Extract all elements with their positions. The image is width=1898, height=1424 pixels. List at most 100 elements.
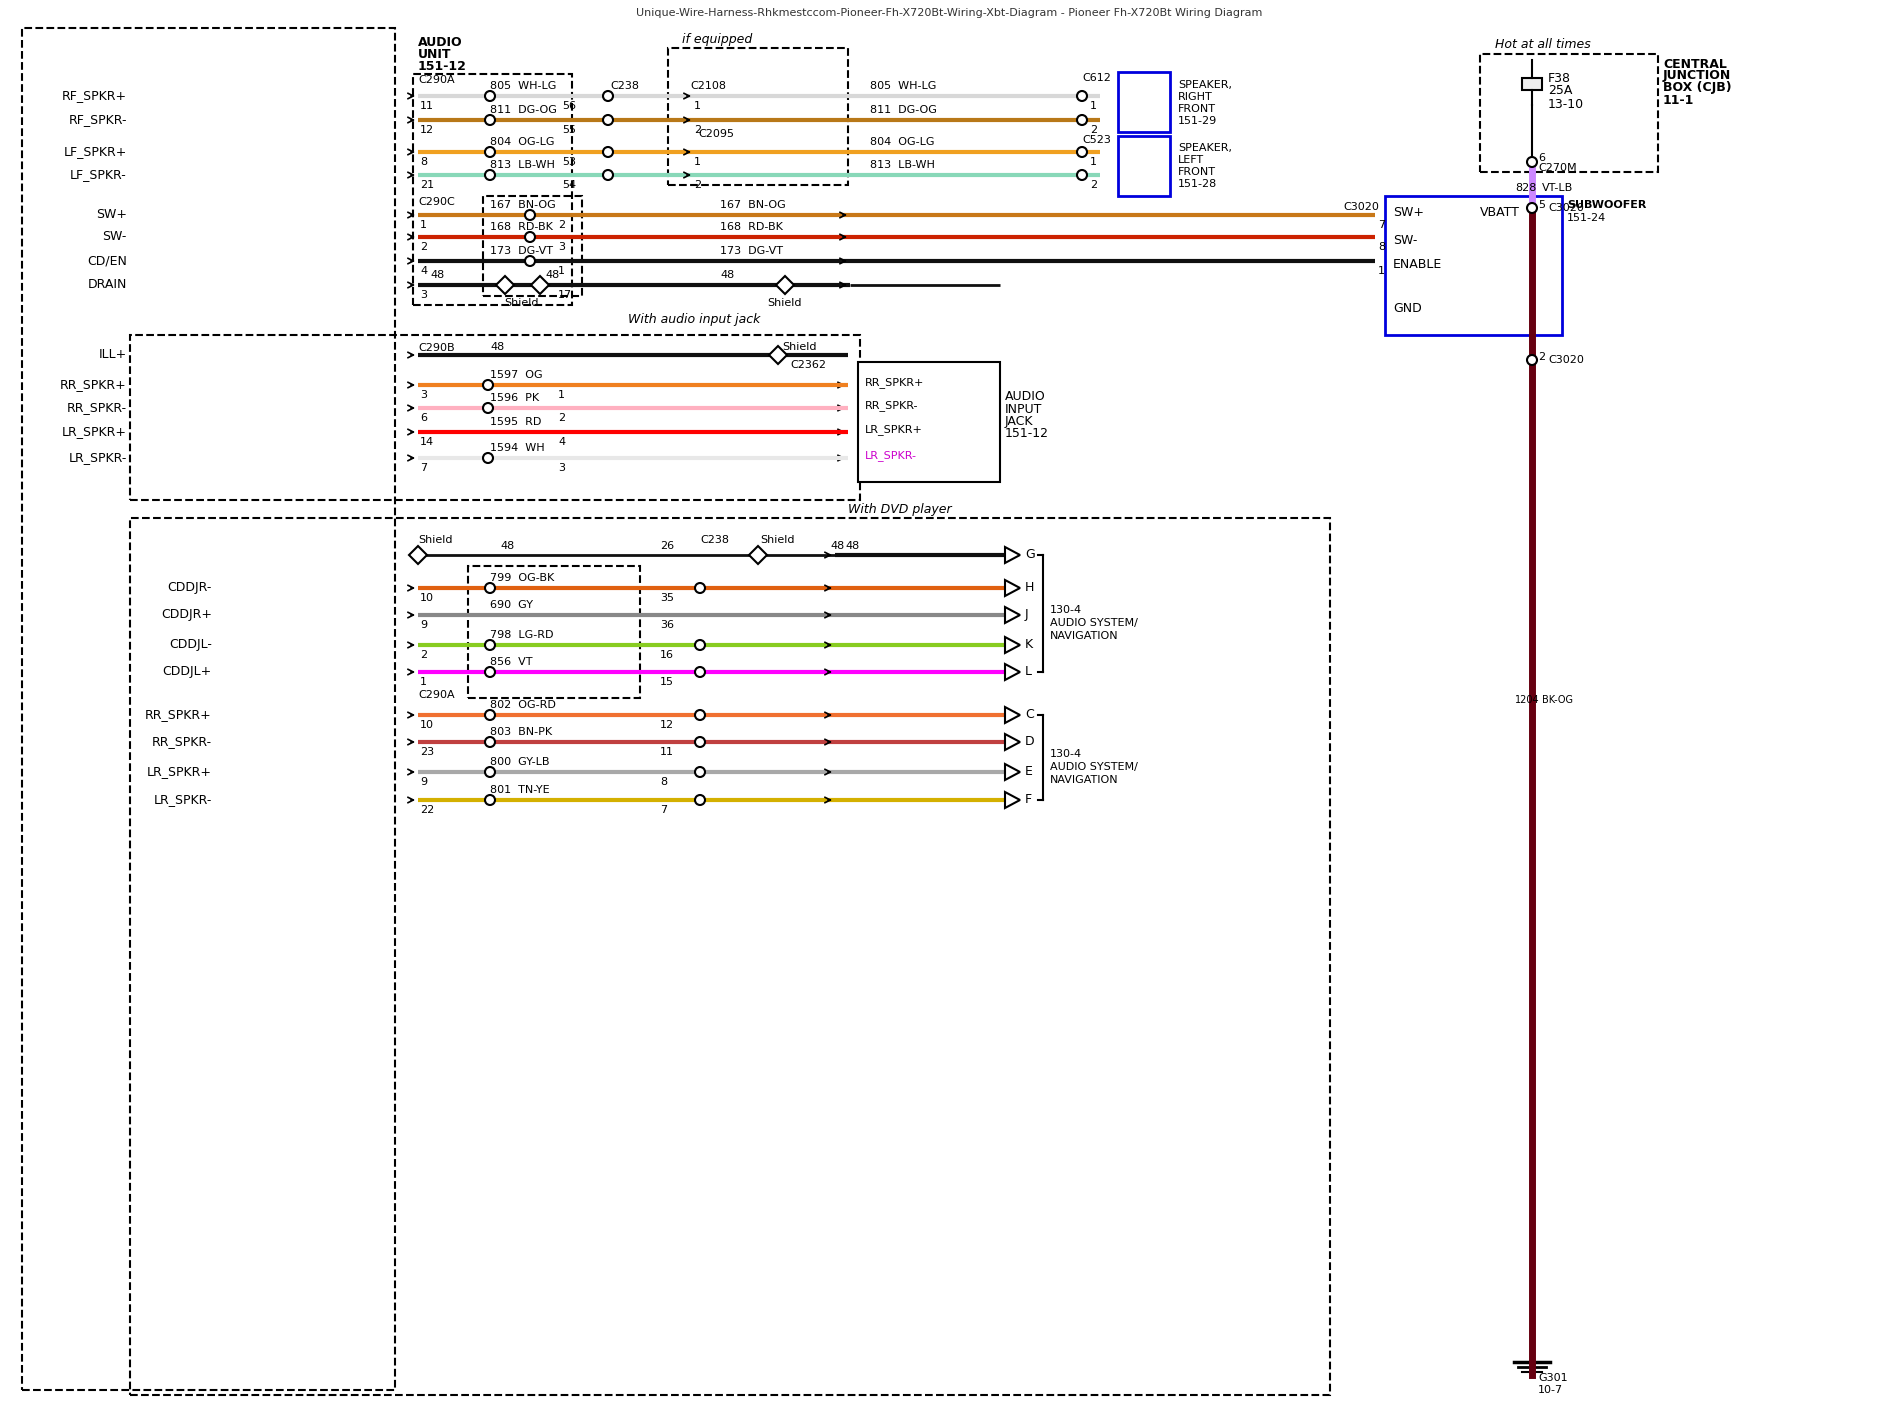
Text: K: K: [1025, 638, 1033, 652]
Text: 1: 1: [693, 157, 700, 167]
Text: 1594  WH: 1594 WH: [490, 443, 545, 453]
Text: 1: 1: [1378, 266, 1384, 276]
Bar: [1384, 197, 1562, 335]
Circle shape: [695, 639, 704, 649]
Text: UNIT: UNIT: [418, 47, 452, 60]
Text: 10-7: 10-7: [1537, 1386, 1562, 1396]
Circle shape: [484, 795, 495, 805]
Text: Unique-Wire-Harness-Rhkmestccom-Pioneer-Fh-X720Bt-Wiring-Xbt-Diagram - Pioneer F: Unique-Wire-Harness-Rhkmestccom-Pioneer-…: [636, 9, 1262, 19]
Text: 1: 1: [1089, 157, 1097, 167]
Text: 23: 23: [419, 748, 435, 758]
Text: J: J: [1025, 608, 1029, 621]
Text: 10: 10: [419, 592, 435, 602]
Text: 8: 8: [661, 778, 666, 787]
Text: CDDJR-: CDDJR-: [167, 581, 213, 594]
Text: 2: 2: [1537, 352, 1545, 362]
Circle shape: [484, 639, 495, 649]
Bar: [1479, 54, 1657, 172]
Text: 130-4: 130-4: [1050, 749, 1082, 759]
Text: FRONT: FRONT: [1177, 167, 1215, 177]
Text: 2: 2: [1089, 125, 1097, 135]
Circle shape: [484, 711, 495, 721]
Text: C: C: [1025, 709, 1033, 722]
Text: NAVIGATION: NAVIGATION: [1050, 775, 1118, 785]
Text: 48: 48: [719, 271, 735, 281]
Text: 173  DG-VT: 173 DG-VT: [490, 246, 552, 256]
Text: RR_SPKR+: RR_SPKR+: [144, 709, 213, 722]
Text: C290C: C290C: [418, 197, 454, 206]
Bar: [467, 565, 640, 698]
Text: VBATT: VBATT: [1479, 206, 1518, 219]
Text: AUDIO: AUDIO: [418, 36, 463, 48]
Text: 16: 16: [661, 649, 674, 659]
Text: RR_SPKR-: RR_SPKR-: [865, 400, 919, 412]
Text: SW+: SW+: [97, 208, 127, 222]
Text: 21: 21: [419, 179, 435, 189]
Text: 48: 48: [490, 342, 505, 352]
Text: E: E: [1025, 766, 1033, 779]
Text: 13-10: 13-10: [1547, 97, 1583, 111]
Text: SW-: SW-: [102, 231, 127, 244]
Text: 151-24: 151-24: [1566, 214, 1606, 224]
Bar: [129, 335, 860, 500]
Text: D: D: [1025, 736, 1034, 749]
Text: F38: F38: [1547, 71, 1570, 84]
Text: RF_SPKR-: RF_SPKR-: [68, 114, 127, 127]
Text: VT-LB: VT-LB: [1541, 184, 1572, 194]
Circle shape: [524, 256, 535, 266]
Text: 151-28: 151-28: [1177, 179, 1217, 189]
Circle shape: [1076, 169, 1086, 179]
Text: 168  RD-BK: 168 RD-BK: [719, 222, 782, 232]
Text: With audio input jack: With audio input jack: [628, 313, 759, 326]
Text: LR_SPKR-: LR_SPKR-: [154, 793, 213, 806]
Text: 151-12: 151-12: [1004, 427, 1048, 440]
Text: 811  DG-OG: 811 DG-OG: [490, 105, 556, 115]
Text: 12: 12: [419, 125, 435, 135]
Text: DRAIN: DRAIN: [87, 279, 127, 292]
Text: 48: 48: [829, 541, 845, 551]
Circle shape: [484, 115, 495, 125]
Text: L: L: [1025, 665, 1031, 678]
Text: 2: 2: [693, 125, 700, 135]
Text: CDDJR+: CDDJR+: [161, 608, 213, 621]
Text: 22: 22: [419, 805, 435, 815]
Text: With DVD player: With DVD player: [848, 504, 951, 517]
Text: C3020: C3020: [1547, 204, 1583, 214]
Bar: [1118, 137, 1169, 197]
Text: CDDJL-: CDDJL-: [169, 638, 213, 652]
Circle shape: [484, 169, 495, 179]
Text: C2362: C2362: [790, 360, 826, 370]
Text: ILL+: ILL+: [99, 349, 127, 362]
Text: SPEAKER,: SPEAKER,: [1177, 80, 1232, 90]
Text: 1: 1: [1089, 101, 1097, 111]
Circle shape: [484, 582, 495, 592]
Circle shape: [524, 209, 535, 219]
Text: 1597  OG: 1597 OG: [490, 370, 543, 380]
Text: 805  WH-LG: 805 WH-LG: [869, 81, 936, 91]
Text: 48: 48: [429, 271, 444, 281]
Text: RR_SPKR+: RR_SPKR+: [865, 377, 924, 389]
Text: CD/EN: CD/EN: [87, 255, 127, 268]
Text: CENTRAL: CENTRAL: [1663, 57, 1725, 71]
Bar: [412, 74, 571, 305]
Text: SPEAKER,: SPEAKER,: [1177, 142, 1232, 152]
Text: C523: C523: [1082, 135, 1110, 145]
Text: 1596  PK: 1596 PK: [490, 393, 539, 403]
Polygon shape: [776, 276, 793, 293]
Text: 9: 9: [419, 619, 427, 629]
Text: 55: 55: [562, 125, 575, 135]
Circle shape: [1076, 91, 1086, 101]
Text: 151-12: 151-12: [418, 60, 467, 73]
Text: 35: 35: [661, 592, 674, 602]
Bar: [482, 197, 581, 296]
Text: AUDIO: AUDIO: [1004, 390, 1046, 403]
Circle shape: [604, 169, 613, 179]
Text: 1204: 1204: [1515, 695, 1539, 705]
Text: 6: 6: [1537, 152, 1545, 162]
Text: 811  DG-OG: 811 DG-OG: [869, 105, 936, 115]
Text: 7: 7: [661, 805, 666, 815]
Text: if equipped: if equipped: [681, 34, 752, 47]
Circle shape: [695, 711, 704, 721]
Text: C612: C612: [1082, 73, 1110, 83]
Polygon shape: [408, 545, 427, 564]
